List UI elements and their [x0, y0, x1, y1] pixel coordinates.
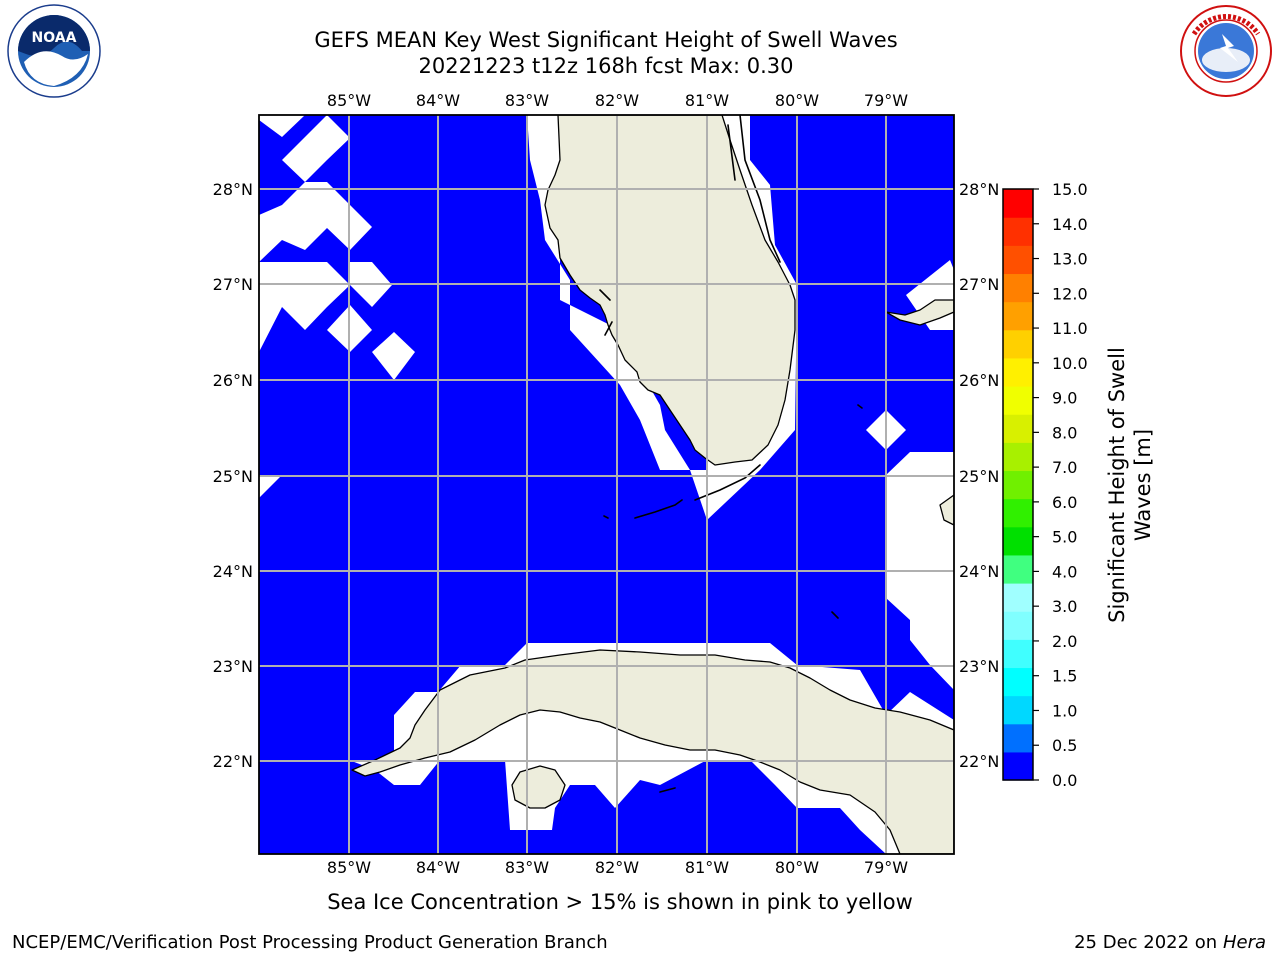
map-panel	[259, 115, 954, 854]
colorbar: 15.0 14.0 13.0 12.0 11.0 10.0 9.0 8.0 7.0 6.0 5.0 4…	[1002, 180, 1088, 790]
colorbar-tick-label: 14.0	[1052, 215, 1088, 234]
colorbar-label-line1: Significant Height of Swell	[1105, 347, 1129, 623]
noaa-logo: NOAA	[2, 4, 106, 98]
colorbar-tick-label: 8.0	[1052, 423, 1077, 442]
colorbar-tick-label: 1.0	[1052, 701, 1077, 720]
lon-label-top: 80°W	[775, 91, 819, 110]
colorbar-tick-label: 4.0	[1052, 562, 1077, 581]
lat-labels-left: 28°N 27°N 26°N 25°N 24°N 23°N 22°N	[213, 180, 253, 771]
colorbar-segment	[1003, 273, 1033, 303]
colorbar-segment	[1003, 217, 1033, 246]
lat-label-left: 22°N	[213, 752, 253, 771]
colorbar-tick-label: 2.0	[1052, 632, 1077, 651]
colorbar-segment	[1003, 329, 1033, 359]
colorbar-segment	[1003, 639, 1033, 669]
colorbar-segment	[1003, 751, 1033, 781]
colorbar-segment	[1003, 583, 1033, 612]
colorbar-tick-label: 7.0	[1052, 458, 1077, 477]
cuba-land	[351, 649, 954, 854]
colorbar-tick-label: 6.0	[1052, 493, 1077, 512]
colorbar-tick-label: 15.0	[1052, 180, 1088, 199]
lon-label-bottom: 80°W	[775, 858, 819, 877]
lon-label-top: 85°W	[327, 91, 371, 110]
colorbar-segment	[1003, 611, 1033, 640]
lat-label-left: 24°N	[213, 562, 253, 581]
colorbar-tick-label: 1.5	[1052, 667, 1077, 686]
lon-label-top: 79°W	[864, 91, 908, 110]
lat-label-right: 27°N	[959, 275, 999, 294]
colorbar-segment	[1003, 470, 1033, 500]
lat-label-left: 26°N	[213, 371, 253, 390]
colorbar-tick-label: 0.5	[1052, 736, 1077, 755]
colorbar-segment	[1003, 386, 1033, 415]
colorbar-segment	[1003, 414, 1033, 443]
nws-logo	[1174, 4, 1278, 98]
colorbar-segment	[1003, 498, 1033, 528]
colorbar-segment	[1003, 526, 1033, 556]
svg-text:NOAA: NOAA	[32, 30, 77, 46]
footer-credit: NCEP/EMC/Verification Post Processing Pr…	[12, 932, 608, 953]
sea-ice-note: Sea Ice Concentration > 15% is shown in …	[327, 890, 913, 914]
lat-labels-right: 28°N 27°N 26°N 25°N 24°N 23°N 22°N	[959, 180, 999, 771]
isle-of-youth	[511, 765, 566, 809]
colorbar-tick-label: 12.0	[1052, 284, 1088, 303]
lon-label-top: 83°W	[505, 91, 549, 110]
lat-label-right: 23°N	[959, 657, 999, 676]
lat-label-right: 25°N	[959, 467, 999, 486]
title-line-2: 20221223 t12z 168h fcst Max: 0.30	[418, 54, 794, 78]
colorbar-tick-label: 10.0	[1052, 354, 1088, 373]
title-line-1: GEFS MEAN Key West Significant Height of…	[314, 28, 898, 52]
colorbar-segment	[1003, 554, 1033, 584]
colorbar-segment	[1003, 357, 1033, 387]
lon-label-bottom: 83°W	[505, 858, 549, 877]
lon-label-top: 81°W	[685, 91, 729, 110]
lon-label-bottom: 84°W	[416, 858, 460, 877]
colorbar-segment	[1003, 723, 1033, 753]
colorbar-tick-label: 9.0	[1052, 389, 1077, 408]
colorbar-segment	[1003, 189, 1033, 218]
lon-label-bottom: 82°W	[595, 858, 639, 877]
lon-labels-bottom: 85°W 84°W 83°W 82°W 81°W 80°W 79°W	[327, 858, 908, 877]
colorbar-segment	[1003, 245, 1033, 275]
lat-label-right: 22°N	[959, 752, 999, 771]
lon-labels-top: 85°W 84°W 83°W 82°W 81°W 80°W 79°W	[327, 91, 908, 110]
colorbar-tick-label: 0.0	[1052, 771, 1077, 790]
footer-date: 25 Dec 2022 on Hera	[1074, 932, 1266, 953]
colorbar-label-line2: Waves [m]	[1131, 429, 1155, 541]
lat-label-left: 25°N	[213, 467, 253, 486]
colorbar-tick-label: 11.0	[1052, 319, 1088, 338]
gridlines	[259, 115, 954, 854]
colorbar-segment	[1003, 442, 1033, 472]
bahamas-andros	[939, 494, 954, 526]
colorbar-frame	[1002, 188, 1034, 781]
colorbar-tick-label: 5.0	[1052, 528, 1077, 547]
lat-label-left: 23°N	[213, 657, 253, 676]
colorbar-tick-label: 3.0	[1052, 597, 1077, 616]
lon-label-top: 84°W	[416, 91, 460, 110]
lon-label-bottom: 79°W	[864, 858, 908, 877]
lat-label-right: 26°N	[959, 371, 999, 390]
lat-label-left: 28°N	[213, 180, 253, 199]
colorbar-segment	[1003, 695, 1033, 725]
lat-label-right: 24°N	[959, 562, 999, 581]
map-frame	[258, 114, 955, 855]
bahamas-grand	[885, 299, 954, 326]
lat-label-left: 27°N	[213, 275, 253, 294]
colorbar-segment	[1003, 667, 1033, 697]
lon-label-bottom: 81°W	[685, 858, 729, 877]
lon-label-top: 82°W	[595, 91, 639, 110]
lon-label-bottom: 85°W	[327, 858, 371, 877]
colorbar-segment	[1003, 301, 1033, 331]
colorbar-tick-label: 13.0	[1052, 250, 1088, 269]
lat-label-right: 28°N	[959, 180, 999, 199]
